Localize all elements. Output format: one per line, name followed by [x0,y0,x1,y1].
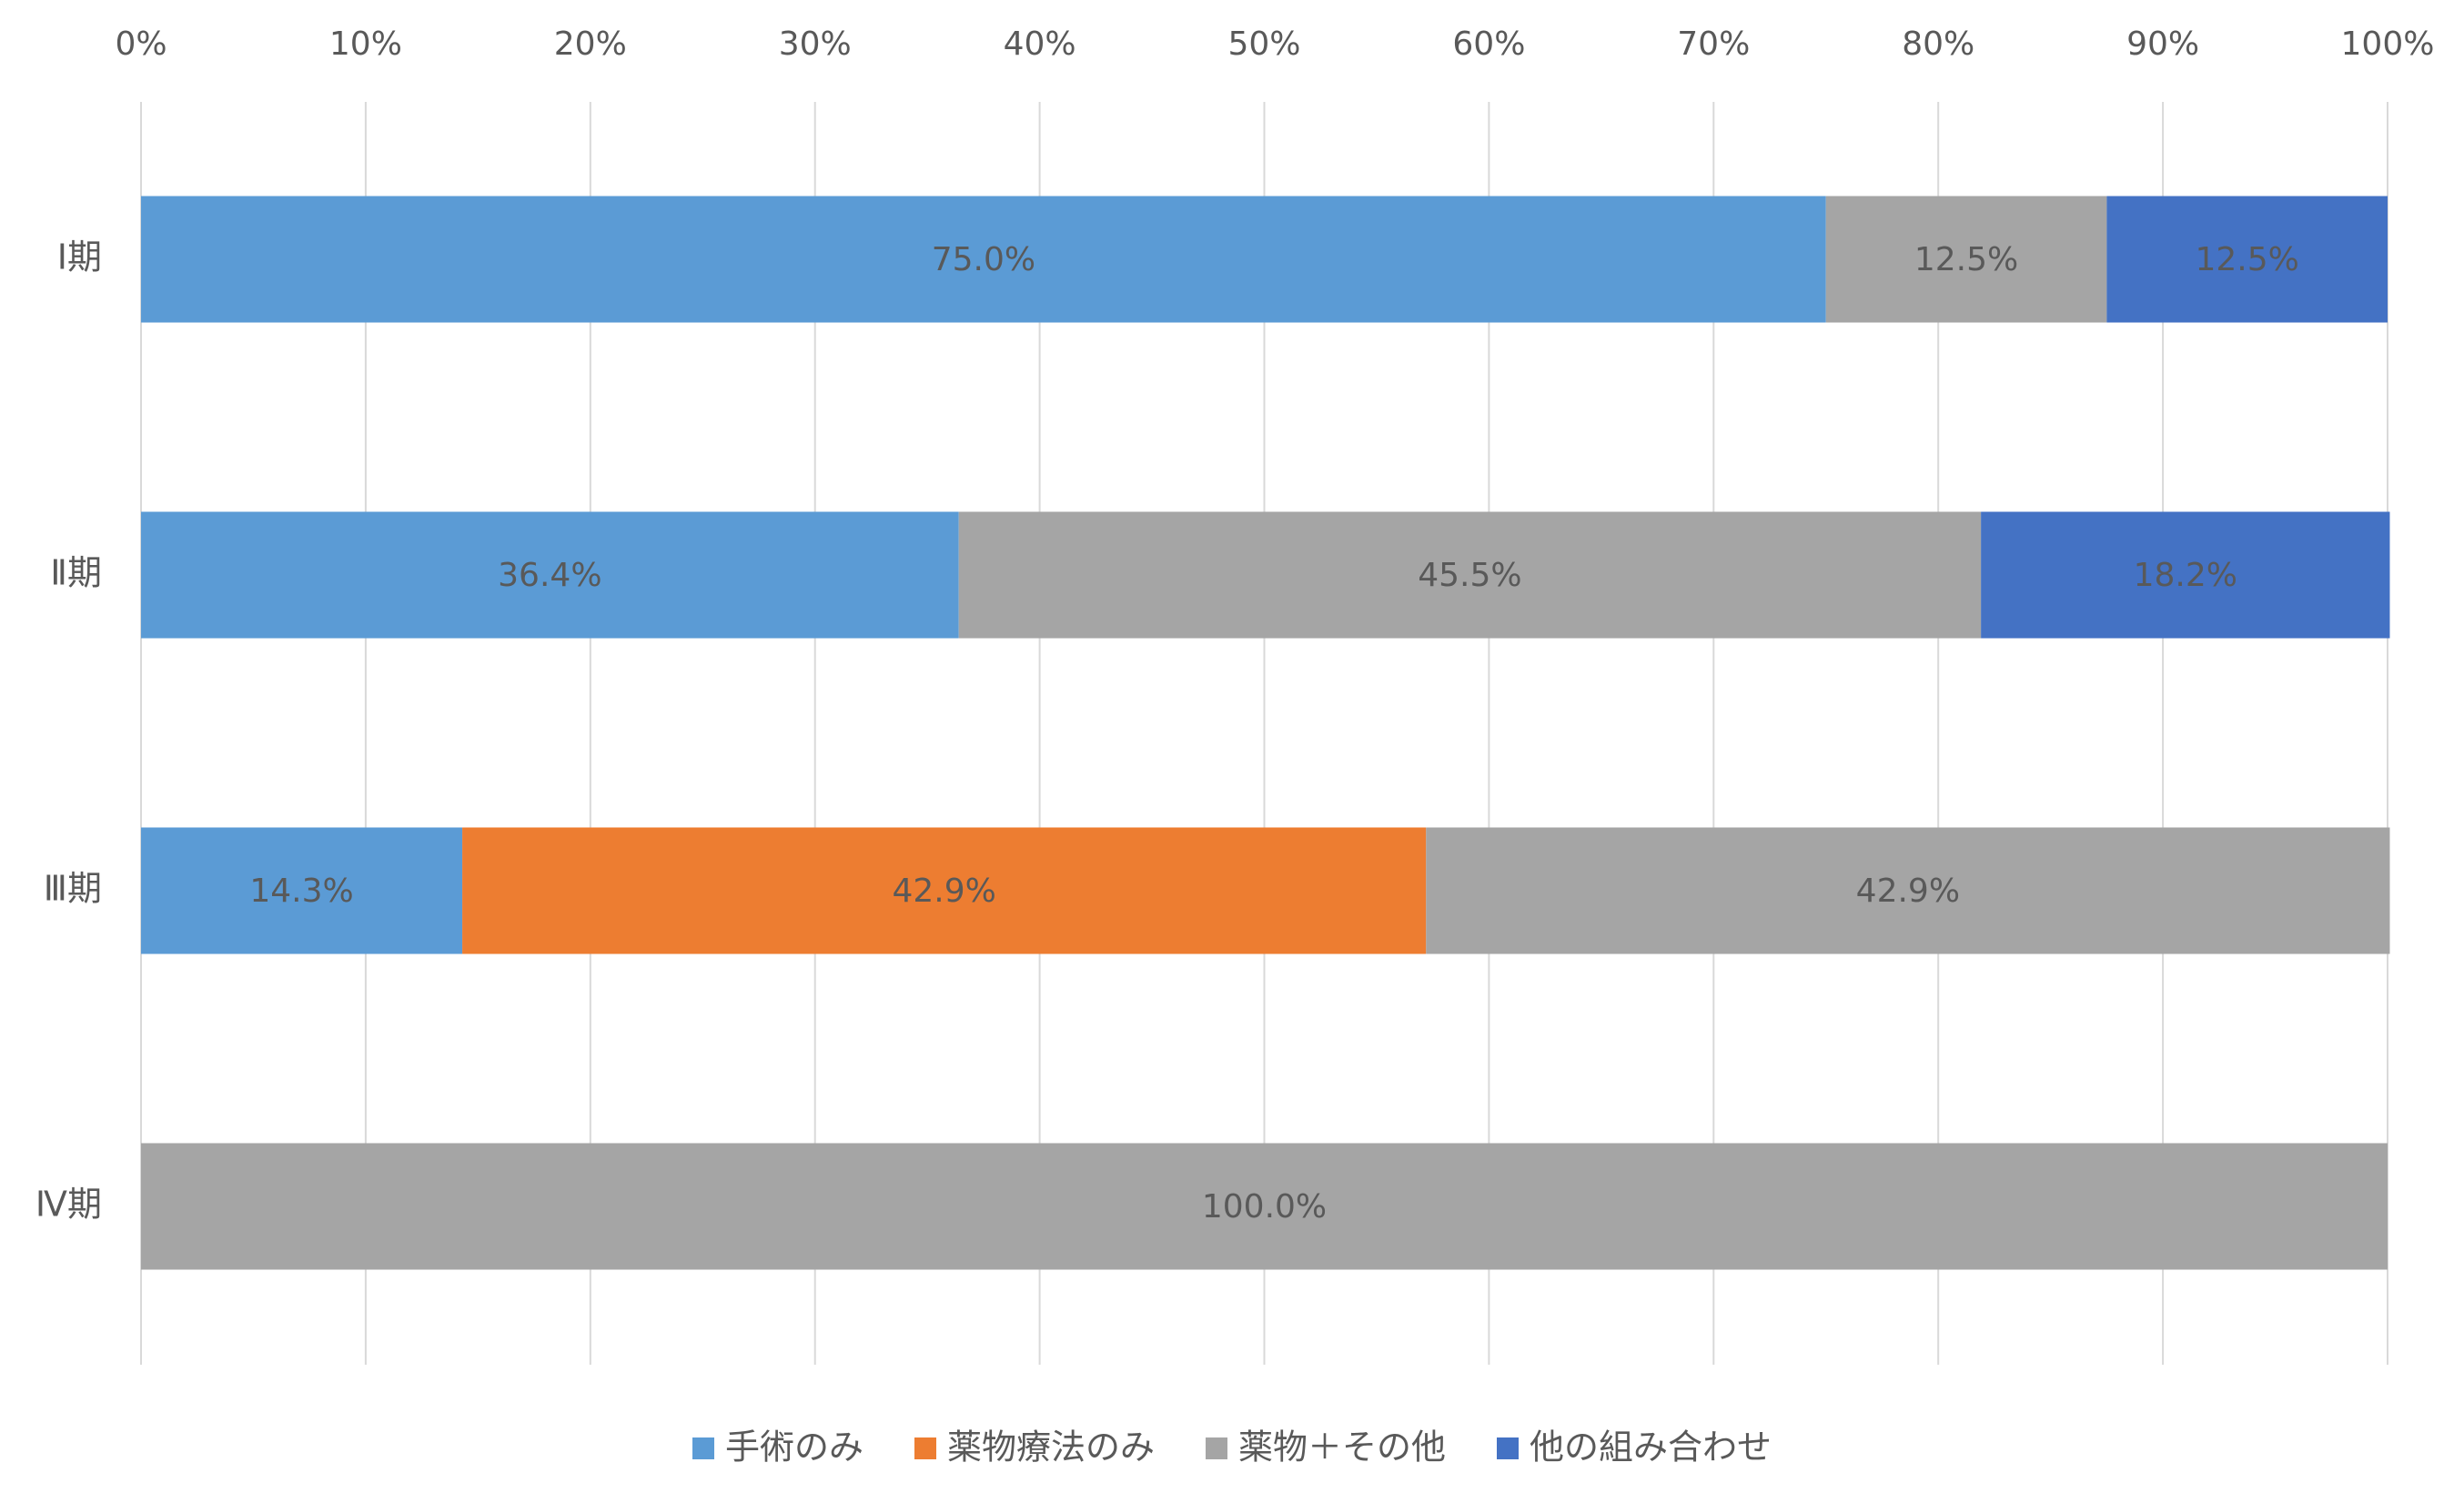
data-label: 14.3% [249,873,353,910]
bar-segment [141,827,463,954]
data-label: 12.5% [2196,241,2299,278]
x-tick-label: 30% [779,25,852,63]
legend-swatch [1206,1437,1227,1459]
data-label: 100.0% [1202,1188,1327,1226]
x-tick-label: 0% [115,25,167,63]
legend-label: 他の組み合わせ [1530,1427,1772,1468]
legend-item: 手術のみ [692,1427,863,1468]
bar-segment [1825,196,2107,323]
x-tick-label: 20% [554,25,627,63]
bar-segment [141,511,959,639]
y-category-label: Ⅰ期 [57,237,102,277]
bar-segment [1981,511,2390,639]
data-label: 45.5% [1418,557,1521,594]
x-tick-label: 90% [2126,25,2199,63]
legend-label: 薬物療法のみ [947,1427,1155,1468]
x-tick-label: 50% [1227,25,1300,63]
data-label: 18.2% [2134,557,2237,594]
bars: 75.0% 12.5% 12.5% 36.4% 45.5% 18.2% 14.3% 42.9%… [141,196,2390,1270]
y-category-label: Ⅳ期 [35,1185,102,1225]
x-axis-tick-labels: 0% 10% 20% 30% 40% 50% 60% 70% 80% 90% 100% [115,25,2434,63]
bar-segment [1426,827,2390,954]
x-tick-label: 10% [329,25,402,63]
data-label: 36.4% [498,557,601,594]
x-tick-label: 40% [1004,25,1076,63]
x-tick-label: 70% [1677,25,1750,63]
bar-segment [462,827,1427,954]
bar-segment [958,511,1982,639]
x-tick-label: 100% [2341,25,2435,63]
y-category-label: Ⅱ期 [50,553,102,593]
data-label: 42.9% [892,873,995,910]
legend-label: 手術のみ [725,1427,863,1468]
legend-item: 薬物＋その他 [1206,1427,1446,1468]
legend-swatch [692,1437,714,1459]
legend-item: 他の組み合わせ [1497,1427,1772,1468]
y-axis-category-labels: Ⅰ期 Ⅱ期 Ⅲ期 Ⅳ期 [35,237,102,1225]
legend: 手術のみ 薬物療法のみ 薬物＋その他 他の組み合わせ [692,1427,1772,1468]
legend-swatch [914,1437,936,1459]
data-label: 75.0% [932,241,1035,278]
legend-swatch [1497,1437,1519,1459]
bar-segment [141,1143,2388,1270]
x-tick-label: 60% [1452,25,1525,63]
y-category-label: Ⅲ期 [44,869,102,909]
legend-label: 薬物＋その他 [1238,1427,1446,1468]
data-label: 12.5% [1914,241,2018,278]
bar-segment [141,196,1826,323]
data-label: 42.9% [1856,873,1960,910]
bar-segment [2106,196,2388,323]
x-tick-label: 80% [1902,25,1974,63]
legend-item: 薬物療法のみ [914,1427,1155,1468]
